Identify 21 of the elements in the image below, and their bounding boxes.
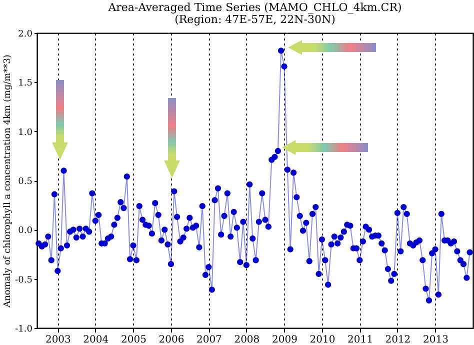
y-tick-label: 1.0	[18, 128, 33, 138]
x-tick-label: 2005	[121, 334, 146, 345]
x-tick-label: 2010	[310, 334, 336, 345]
x-tick-label: 2007	[196, 334, 222, 345]
chart-subtitle: (Region: 47E-57E, 22N-30N)	[174, 13, 336, 26]
chart-title: Area-Averaged Time Series (MAMO_CHLO_4km.CR)	[107, 1, 402, 14]
x-tick-label: 2004	[83, 334, 109, 345]
y-tick-label: 1.5	[18, 78, 33, 89]
x-tick-label: 2006	[158, 334, 184, 345]
x-tick-label: 2011	[347, 334, 373, 345]
y-tick-label: 2.0	[18, 30, 33, 40]
y-axis-title: Anomaly of chlorophyll a concentration 4km (mg/m**3)	[3, 54, 14, 308]
x-tick-label: 2009	[272, 334, 298, 345]
x-tick-label: 2003	[45, 334, 71, 345]
x-tick-label: 2012	[385, 334, 411, 345]
y-tick-label: -0.5	[15, 275, 33, 286]
x-tick-label: 2008	[234, 334, 260, 345]
y-tick-label: -1.0	[15, 324, 33, 334]
y-tick-label: 0.0	[18, 226, 33, 236]
x-tick-label: 2013	[423, 334, 448, 345]
y-tick-label: 0.5	[18, 177, 33, 187]
